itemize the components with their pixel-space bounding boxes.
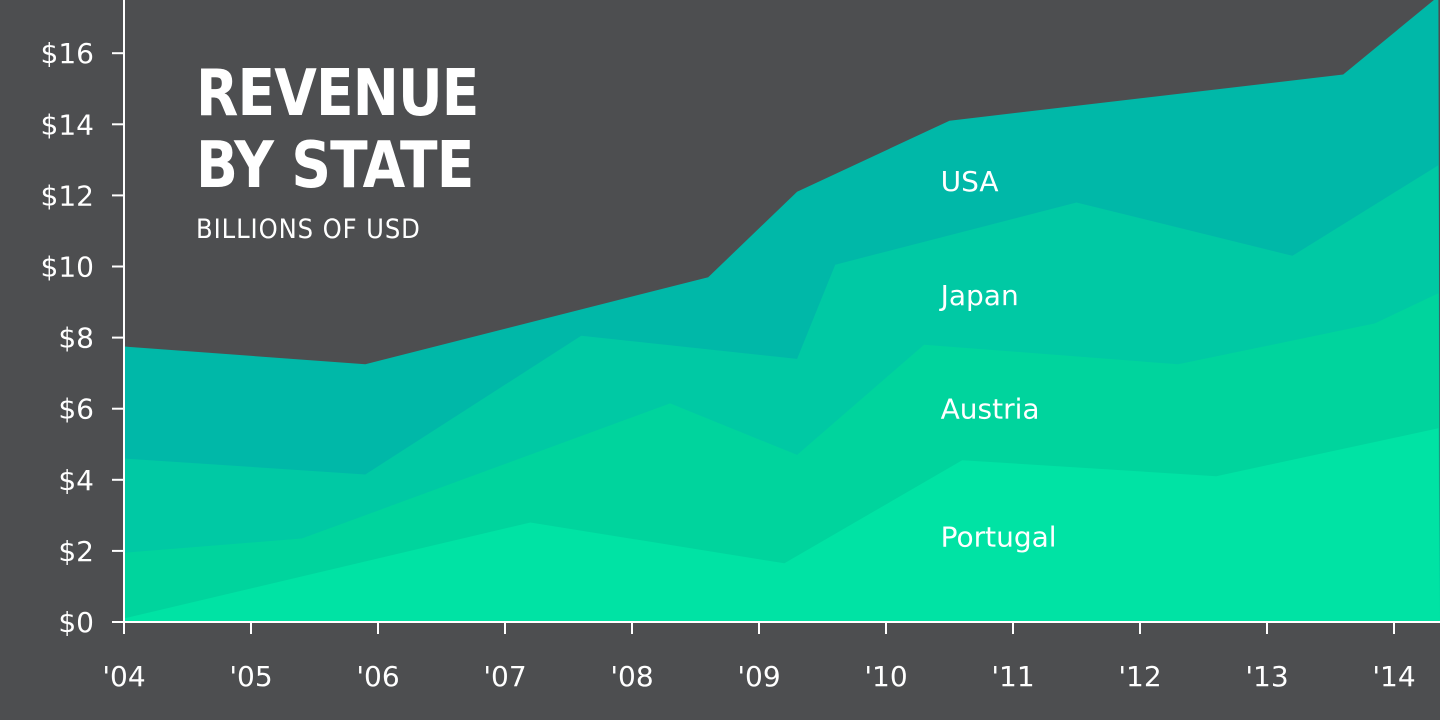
chart-title-line-1: REVENUE [196, 57, 479, 131]
x-tick-label: '06 [356, 660, 399, 693]
x-tick-label: '13 [1245, 660, 1288, 693]
y-tick-label: $12 [41, 179, 94, 212]
x-tick-label: '12 [1118, 660, 1161, 693]
x-tick-label: '14 [1372, 660, 1415, 693]
x-tick-label: '11 [991, 660, 1034, 693]
y-tick-label: $10 [41, 251, 94, 284]
y-tick-label: $6 [58, 393, 94, 426]
chart-subtitle: BILLIONS OF USD [196, 214, 421, 245]
y-tick-label: $14 [41, 108, 94, 141]
series-label-portugal: Portugal [941, 521, 1057, 554]
y-tick-label: $16 [41, 37, 94, 70]
chart-title-line-2: BY STATE [196, 129, 474, 203]
x-tick-label: '10 [864, 660, 907, 693]
series-label-japan: Japan [939, 279, 1019, 312]
x-tick-label: '09 [737, 660, 780, 693]
y-tick-label: $2 [58, 535, 94, 568]
title-block: REVENUE BY STATE BILLIONS OF USD [196, 58, 525, 245]
x-tick-label: '08 [610, 660, 653, 693]
y-tick-label: $0 [58, 606, 94, 639]
y-tick-label: $4 [58, 464, 94, 497]
series-label-usa: USA [941, 165, 999, 198]
series-label-austria: Austria [941, 393, 1040, 426]
x-tick-label: '04 [102, 660, 145, 693]
x-tick-label: '05 [229, 660, 272, 693]
x-tick-label: '07 [483, 660, 526, 693]
y-tick-label: $8 [58, 322, 94, 355]
area-portugal [124, 428, 1440, 622]
